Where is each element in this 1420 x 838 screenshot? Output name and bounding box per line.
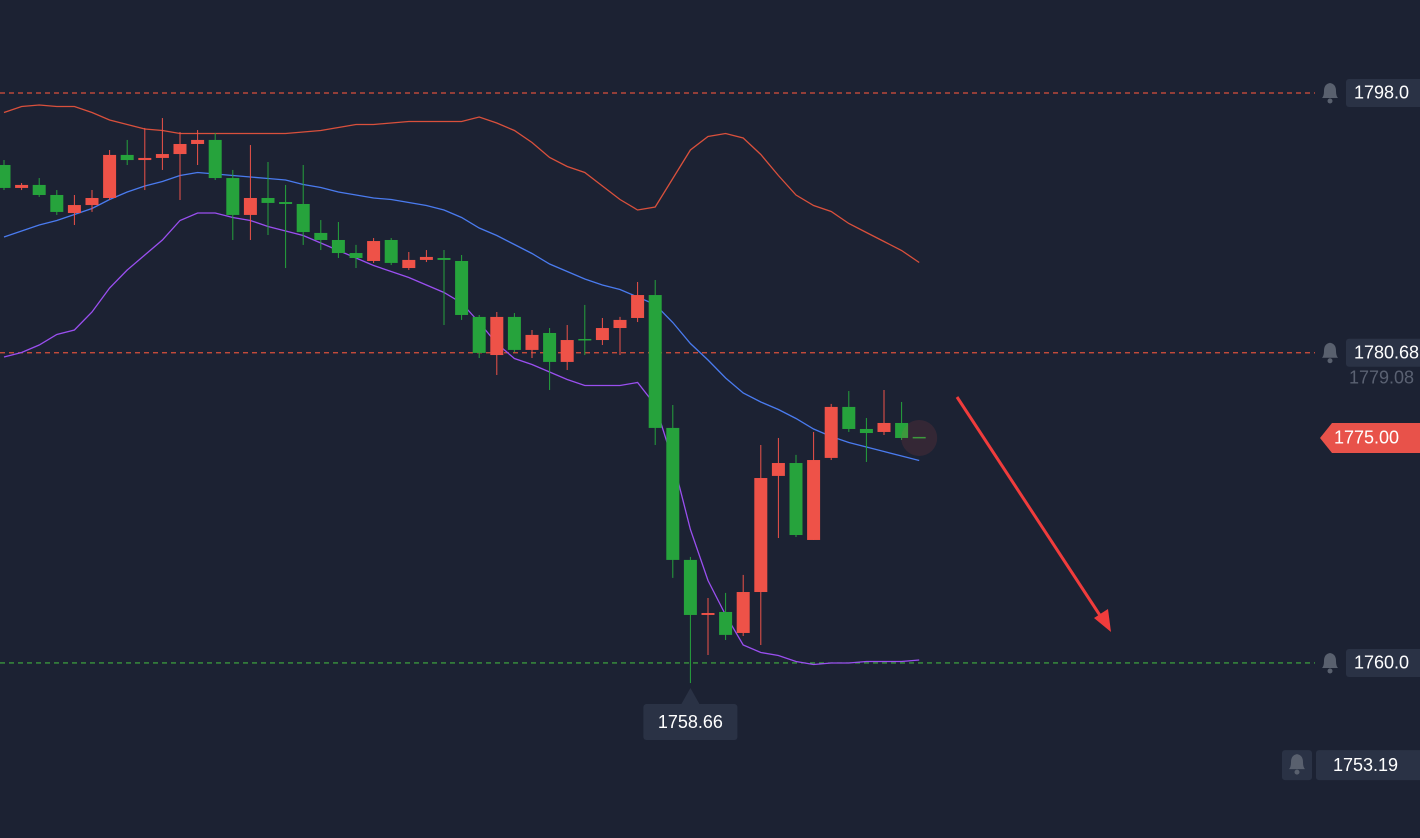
candle-body (103, 154, 117, 198)
candle-body (525, 334, 539, 350)
candle-body (138, 157, 152, 161)
candle-body (507, 316, 521, 350)
candle-body (173, 143, 187, 155)
candle-body (824, 406, 838, 458)
trend-arrow (955, 396, 1111, 632)
candle-body (120, 154, 134, 161)
candle-body (279, 202, 293, 204)
candle-body (261, 197, 275, 203)
candle-body (877, 422, 891, 432)
alert-bell[interactable] (1322, 342, 1338, 358)
low-marker-label: 1758.66 (658, 712, 723, 732)
indicator-line (3, 171, 920, 462)
price-line-label: 1780.68 (1354, 343, 1419, 363)
candle-body (578, 338, 592, 341)
arrow-head (1094, 609, 1111, 632)
candle-body (701, 613, 715, 615)
candle-body (613, 319, 627, 329)
candle-body (243, 197, 257, 215)
current-price-glow (901, 419, 938, 456)
candle-body (367, 241, 381, 261)
last-price-tag (1320, 422, 1420, 453)
indicator-line (3, 104, 920, 264)
alert-bell[interactable] (1322, 82, 1338, 98)
candle-body (191, 139, 205, 144)
candle-body (719, 611, 733, 635)
low-marker-pointer (681, 688, 700, 705)
candle-body (419, 256, 433, 260)
price-line-label-box (1346, 648, 1420, 677)
alert-bell[interactable] (1289, 754, 1305, 770)
alert-bell-clapper (1327, 668, 1333, 674)
candle-body (50, 194, 64, 212)
candle-body (455, 260, 469, 315)
candle-body (895, 422, 909, 438)
candle-body (67, 205, 81, 213)
candle-body (595, 328, 609, 341)
alert-bell-clapper (1327, 98, 1333, 104)
candle-body (736, 592, 750, 633)
alert-bell-clapper (1327, 358, 1333, 364)
candle-body (85, 197, 99, 206)
candle-body (754, 478, 768, 593)
candle-body (314, 232, 328, 240)
candle-body (208, 139, 222, 179)
last-price-label: 1775.00 (1334, 428, 1399, 448)
candle-body (842, 406, 856, 429)
price-line-label-box (1346, 78, 1420, 107)
candle-body (648, 295, 662, 428)
candle-body (666, 427, 680, 560)
candle-body (490, 316, 504, 356)
alert-bell-clapper (1294, 769, 1300, 775)
candle-body (472, 316, 486, 353)
candle-body (807, 460, 821, 540)
candle-body (226, 178, 240, 215)
candle-body (32, 184, 46, 195)
candle-body (859, 428, 873, 434)
candle-body (155, 154, 169, 158)
candle-body (543, 332, 557, 362)
overlay-layer: 1798.0 1780.68 1760.0 1779.08 1775.00 1758.66… (643, 78, 1420, 781)
candle-body (331, 239, 345, 254)
candle-body (384, 239, 398, 263)
price-line-label: 1760.0 (1354, 653, 1409, 673)
candle-body (771, 463, 785, 476)
alert-bell[interactable] (1322, 652, 1338, 668)
candle-body (560, 340, 574, 362)
arrow-shaft (955, 396, 1105, 621)
candle-body (15, 184, 29, 188)
candle-body (789, 463, 803, 536)
candle-body (912, 436, 926, 439)
candle-body (402, 259, 416, 269)
candle-body (349, 253, 363, 258)
alert-input-box[interactable] (1316, 750, 1420, 781)
candle-body (631, 295, 645, 318)
price-line-label-box (1346, 338, 1420, 367)
price-line-label: 1798.0 (1354, 83, 1409, 103)
candle-body (437, 257, 451, 260)
alert-input-value: 1753.19 (1333, 755, 1398, 775)
candle-body (296, 203, 310, 233)
reference-price: 1779.08 (1349, 368, 1414, 388)
candle-body (0, 164, 11, 188)
candle-body (683, 559, 697, 615)
candles-layer (0, 118, 926, 684)
low-marker-box (643, 704, 738, 741)
